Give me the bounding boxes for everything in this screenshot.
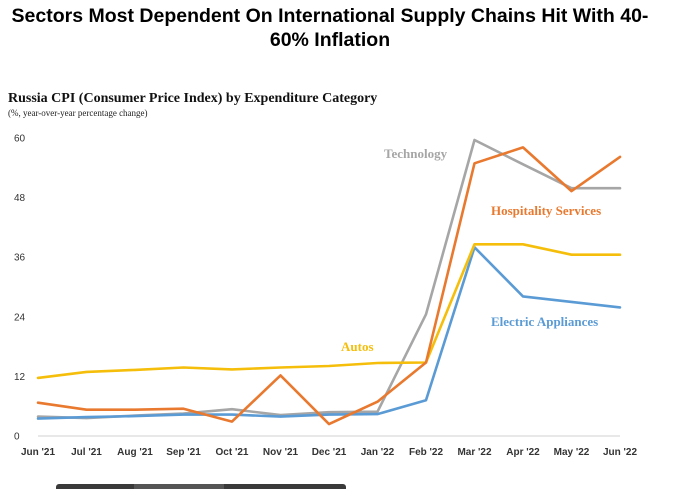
x-tick-label: Jan '22 xyxy=(361,447,395,458)
series-label-technology: Technology xyxy=(384,146,448,161)
series-label-electric-appliances: Electric Appliances xyxy=(491,314,598,329)
x-tick-label: Aug '21 xyxy=(117,447,153,458)
chart-title: Russia CPI (Consumer Price Index) by Exp… xyxy=(8,91,378,106)
series-label-autos: Autos xyxy=(341,339,374,354)
y-tick-label: 36 xyxy=(14,253,26,264)
x-tick-label: Jul '21 xyxy=(71,447,102,458)
x-tick-label: Jun '22 xyxy=(603,447,637,458)
headline: Sectors Most Dependent On International … xyxy=(11,5,649,51)
x-tick-label: Mar '22 xyxy=(457,447,492,458)
x-tick-label: Jun '21 xyxy=(21,447,55,458)
series-label-hospitality-services: Hospitality Services xyxy=(491,203,601,218)
horizontal-scrollbar[interactable] xyxy=(56,484,346,489)
chart-series-labels: Autos Hospitality Services Technology Elect… xyxy=(341,146,601,354)
y-tick-label: 24 xyxy=(14,312,26,323)
y-tick-label: 12 xyxy=(14,372,26,383)
x-tick-label: Feb '22 xyxy=(409,447,443,458)
y-tick-label: 60 xyxy=(14,134,26,145)
x-tick-label: Apr '22 xyxy=(506,447,540,458)
scrollbar-thumb[interactable] xyxy=(134,484,224,489)
chart-axes: 0 12 24 36 48 60 Jun '21 Jul '21 Aug '21 Sep '21 O… xyxy=(14,134,637,459)
series-line-electric-appliances xyxy=(36,246,622,420)
chart-subtitle: (%, year-over-year percentage change) xyxy=(8,108,148,118)
series-line-technology xyxy=(36,138,622,420)
y-tick-label: 48 xyxy=(14,193,26,204)
x-tick-label: Sep '21 xyxy=(166,447,201,458)
series-line-hospitality-services xyxy=(36,146,622,426)
x-tick-label: Oct '21 xyxy=(216,447,249,458)
series-line-autos xyxy=(36,243,622,380)
chart-series xyxy=(36,138,622,426)
x-tick-label: May '22 xyxy=(554,447,590,458)
x-tick-label: Dec '21 xyxy=(312,447,347,458)
y-tick-label: 0 xyxy=(14,432,20,443)
x-tick-label: Nov '21 xyxy=(263,447,299,458)
